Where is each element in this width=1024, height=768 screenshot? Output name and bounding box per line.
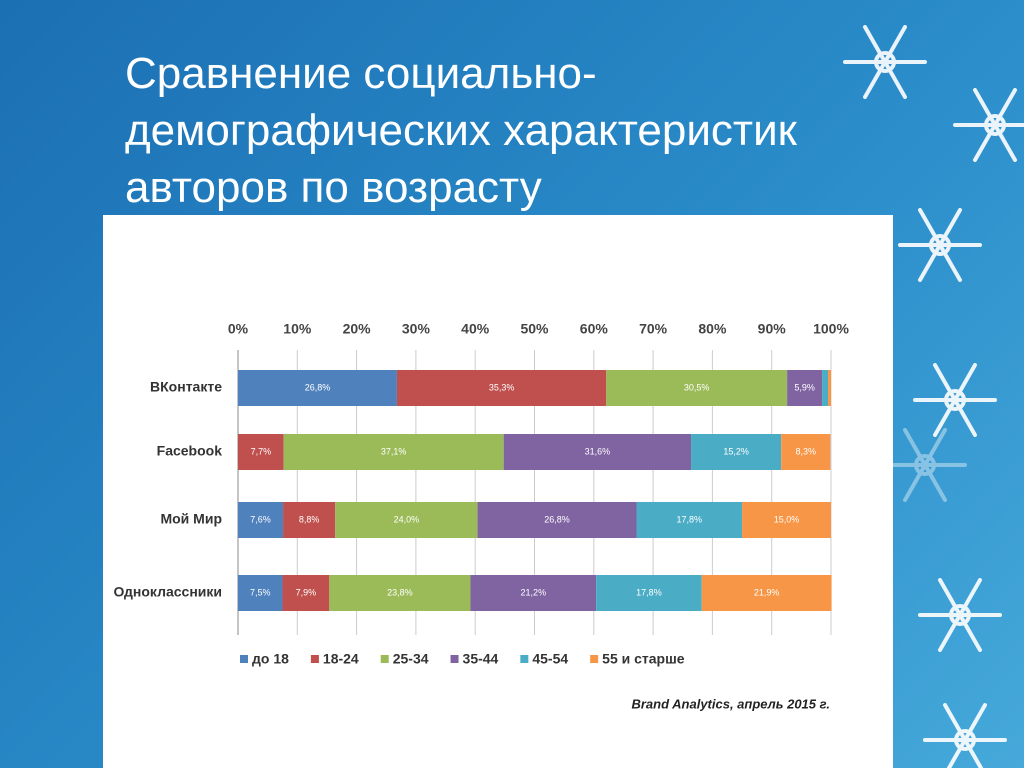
chart-panel: Brand Analytics, апрель 2015 г. 0% 10% 20%… <box>103 215 893 768</box>
bar-segment <box>238 370 397 406</box>
bar-segment <box>238 502 284 538</box>
legend-swatch <box>520 655 529 663</box>
legend-label: 35-44 <box>463 651 499 667</box>
x-tick-label: 30% <box>402 321 431 337</box>
data-label: 30,5% <box>684 382 710 392</box>
data-label: 7,9% <box>296 587 317 597</box>
bar-segment <box>636 502 743 538</box>
data-label: 35,3% <box>489 382 515 392</box>
data-label: 26,8% <box>544 514 570 524</box>
data-label: 31,6% <box>585 446 611 456</box>
legend-swatch <box>310 655 319 663</box>
bar-segment <box>606 370 788 406</box>
data-label: 21,2% <box>521 587 547 597</box>
legend-swatch <box>590 655 599 663</box>
data-label: 5,9% <box>794 382 815 392</box>
bar-segment <box>282 575 330 611</box>
legend-label: 45-54 <box>532 651 568 667</box>
x-tick-label: 10% <box>283 321 312 337</box>
bar-segment <box>503 434 692 470</box>
bar-segment <box>477 502 637 538</box>
snowflake <box>953 88 1024 162</box>
slide-title: Сравнение социально-демографических хара… <box>125 49 797 212</box>
legend-swatch <box>450 655 459 663</box>
snowflake <box>918 578 1002 652</box>
bar-segment <box>238 434 284 470</box>
legend-swatch <box>380 655 389 663</box>
bar-segment <box>701 575 832 611</box>
bar-segment <box>742 502 831 538</box>
y-tick-label: Мой Мир <box>160 511 222 527</box>
chart: Brand Analytics, апрель 2015 г. 0% 10% 20%… <box>113 321 849 712</box>
data-label: 17,8% <box>677 514 703 524</box>
bar-segment <box>470 575 597 611</box>
x-tick-label: 0% <box>228 321 249 337</box>
data-label: 7,7% <box>251 446 272 456</box>
data-label: 7,6% <box>250 514 271 524</box>
legend-label: 25-34 <box>393 651 429 667</box>
snowflake <box>883 428 967 502</box>
bar-segment <box>329 575 471 611</box>
bar-segment <box>396 370 607 406</box>
source: Brand Analytics, апрель 2015 г. <box>631 696 830 711</box>
y-tick-label: Одноклассники <box>113 584 222 600</box>
data-label: 21,9% <box>754 587 780 597</box>
y-tick-label: Facebook <box>157 443 223 459</box>
x-tick-label: 70% <box>639 321 668 337</box>
bar-segment <box>781 434 831 470</box>
bar-segment <box>283 434 504 470</box>
legend-swatch <box>240 655 248 663</box>
snowflake <box>898 208 982 282</box>
legend-label: 55 и старше <box>602 651 685 667</box>
bar-segment <box>787 370 823 406</box>
legend-label: 18-24 <box>323 651 359 667</box>
bar-segment <box>596 575 702 611</box>
y-tick-label: ВКонтакте <box>150 379 222 395</box>
x-tick-label: 40% <box>461 321 490 337</box>
legend-label: до 18 <box>252 651 289 667</box>
data-label: 7,5% <box>250 587 271 597</box>
x-tick-label: 90% <box>758 321 787 337</box>
bar-segment <box>828 370 831 406</box>
data-label: 24,0% <box>394 514 420 524</box>
x-tick-label: 20% <box>343 321 372 337</box>
data-label: 15,2% <box>723 446 749 456</box>
snowflake <box>923 703 1007 768</box>
bar-segment <box>822 370 829 406</box>
bar-segment <box>691 434 782 470</box>
x-tick-label: 60% <box>580 321 609 337</box>
bar-segment <box>283 502 336 538</box>
bar-segment <box>335 502 478 538</box>
snowflake <box>913 363 997 437</box>
data-label: 37,1% <box>381 446 407 456</box>
bar-segment <box>238 575 283 611</box>
x-tick-label: 100% <box>813 321 849 337</box>
data-label: 17,8% <box>636 587 662 597</box>
data-label: 26,8% <box>305 382 331 392</box>
data-label: 23,8% <box>387 587 413 597</box>
data-label: 15,0% <box>774 514 800 524</box>
data-label: 8,3% <box>796 446 817 456</box>
data-label: 8,8% <box>299 514 320 524</box>
x-tick-label: 80% <box>698 321 727 337</box>
x-tick-label: 50% <box>520 321 549 337</box>
